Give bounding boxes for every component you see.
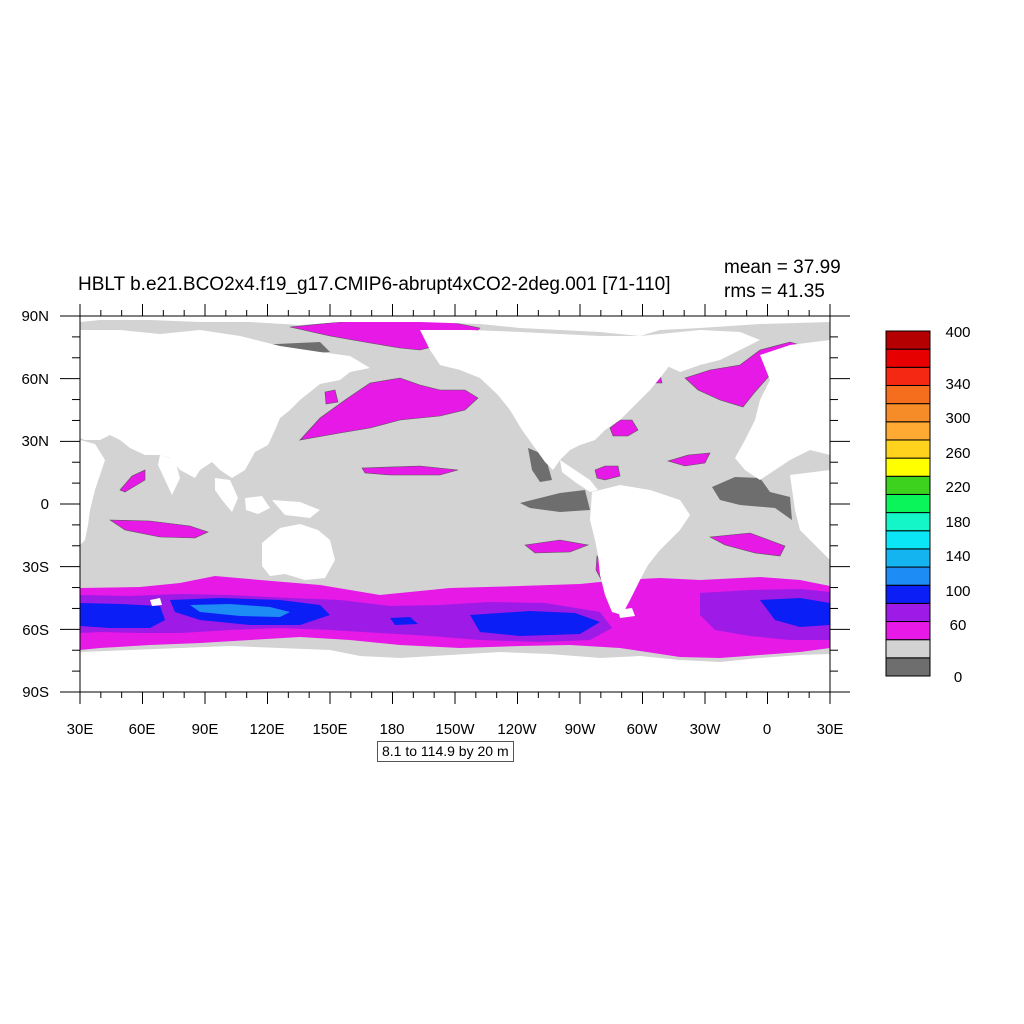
- land-masses: [80, 316, 830, 692]
- lat-tick-label: 30N: [21, 433, 49, 450]
- legend-color-box: [885, 457, 931, 477]
- lon-tick-label: 60W: [627, 721, 659, 738]
- lat-tick-label: 30S: [22, 559, 49, 576]
- lat-tick-label: 60N: [21, 371, 49, 388]
- rms-value: rms = 41.35: [724, 281, 825, 302]
- axis-ticks: [60, 304, 850, 704]
- legend-color-box: [885, 602, 931, 623]
- legend-label: 180: [945, 514, 970, 531]
- legend-color-box: [885, 621, 931, 641]
- legend-color-box: [885, 566, 931, 586]
- legend-color-box: [885, 439, 931, 459]
- legend-color-box: [885, 366, 931, 386]
- lon-tick-label: 30W: [690, 721, 722, 738]
- legend-color-box: [885, 512, 931, 532]
- lon-tick-label: 0: [763, 721, 771, 738]
- legend-color-box: [885, 475, 931, 495]
- legend-color-box: [885, 548, 931, 568]
- legend-color-box: [885, 421, 931, 441]
- plot-title: HBLT b.e21.BCO2x4.f19_g17.CMIP6-abrupt4x…: [78, 274, 671, 295]
- legend-label: 100: [945, 583, 970, 600]
- legend-color-box: [885, 384, 931, 405]
- legend-label: 340: [945, 376, 970, 393]
- legend-label: 140: [945, 548, 970, 565]
- legend-color-box: [885, 530, 931, 550]
- legend-color-box: [885, 348, 931, 368]
- contour-info-box: 8.1 to 114.9 by 20 m: [377, 741, 514, 762]
- lon-tick-label: 150W: [435, 721, 475, 738]
- lon-tick-label: 90E: [192, 721, 219, 738]
- legend-color-box: [885, 657, 931, 677]
- lon-tick-labels: 30E 60E 90E 120E 150E 180 150W 120W 90W …: [67, 721, 844, 738]
- legend-color-box: [885, 584, 931, 604]
- lon-tick-label: 90W: [565, 721, 597, 738]
- lon-tick-label: 150E: [312, 721, 347, 738]
- cyan-blue-core: [190, 604, 290, 617]
- lon-tick-label: 180: [379, 721, 404, 738]
- lon-tick-label: 120E: [249, 721, 284, 738]
- lat-tick-label: 60S: [22, 622, 49, 639]
- legend-label: 300: [945, 410, 970, 427]
- lat-tick-label: 0: [41, 496, 49, 513]
- lat-tick-label: 90S: [22, 684, 49, 701]
- mean-value: mean = 37.99: [724, 257, 841, 278]
- legend-label: 400: [945, 324, 970, 341]
- legend-label: 220: [945, 479, 970, 496]
- legend-color-box: [885, 639, 931, 659]
- lat-tick-label: 90N: [21, 308, 49, 325]
- legend-labels: 0 60 100 140 180 220 260 300 340 400: [945, 324, 970, 686]
- color-legend: [885, 330, 931, 677]
- lon-tick-label: 30E: [817, 721, 844, 738]
- legend-color-box: [885, 493, 931, 514]
- lat-tick-labels: 90N 60N 30N 0 30S 60S 90S: [21, 308, 49, 701]
- lon-tick-label: 120W: [497, 721, 537, 738]
- legend-label: 0: [954, 669, 962, 686]
- lon-tick-label: 60E: [129, 721, 156, 738]
- legend-label: 60: [950, 617, 967, 634]
- lon-tick-label: 30E: [67, 721, 94, 738]
- legend-label: 260: [945, 445, 970, 462]
- legend-color-box: [885, 330, 931, 350]
- legend-color-box: [885, 403, 931, 423]
